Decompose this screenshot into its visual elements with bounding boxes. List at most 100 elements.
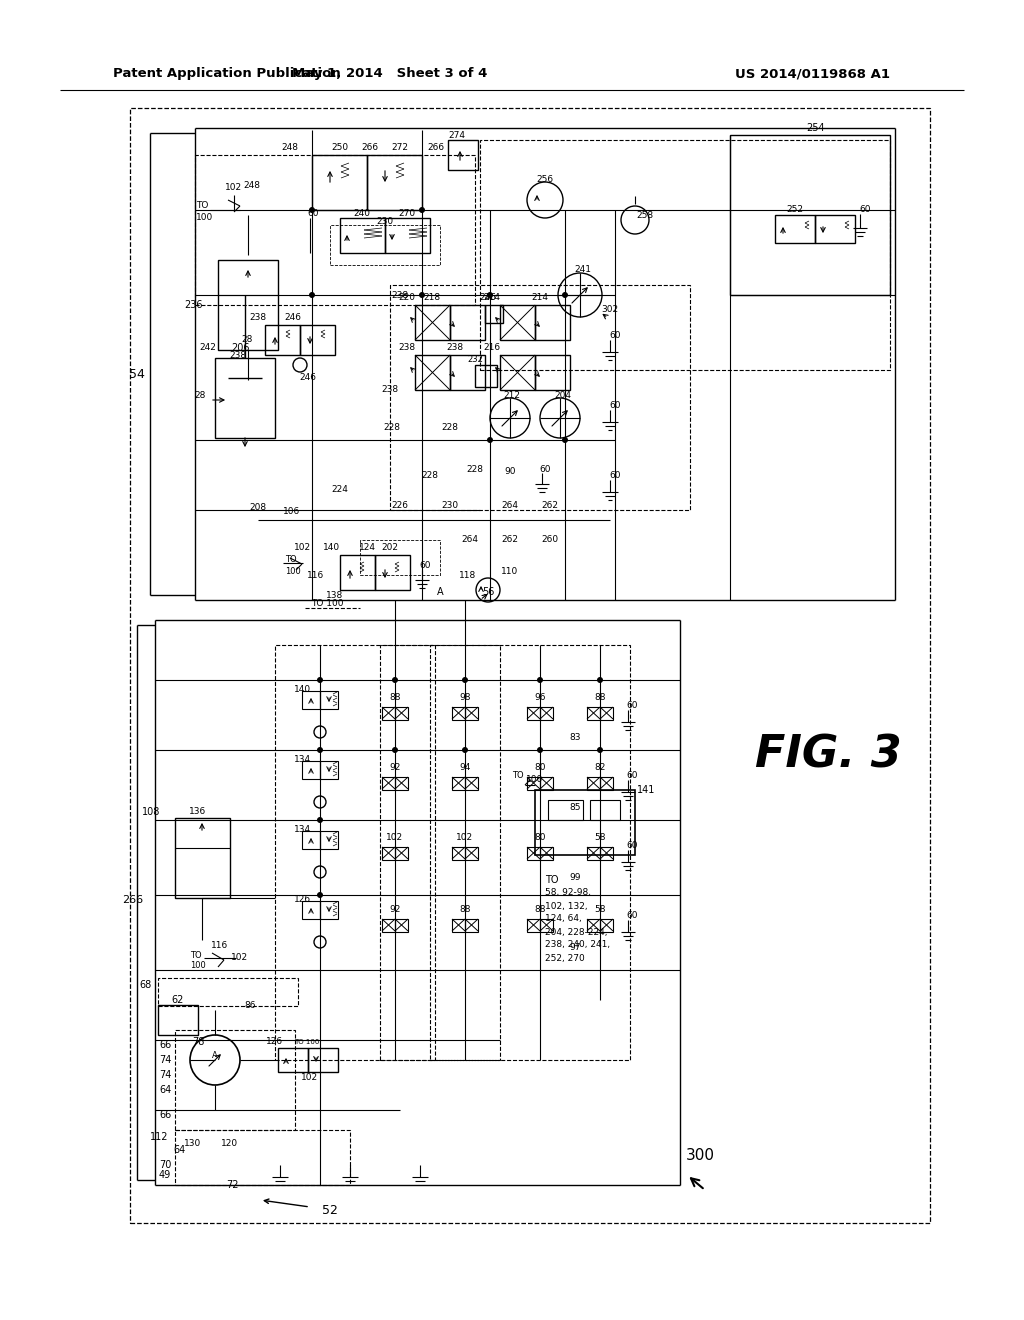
Text: 108: 108 <box>141 807 160 817</box>
Text: 214: 214 <box>483 293 501 302</box>
Text: A: A <box>436 587 443 597</box>
Text: 262: 262 <box>502 536 518 544</box>
Bar <box>535 305 570 341</box>
Text: May 1, 2014   Sheet 3 of 4: May 1, 2014 Sheet 3 of 4 <box>292 67 487 81</box>
Circle shape <box>309 292 315 298</box>
Bar <box>265 325 300 355</box>
Bar <box>340 218 385 253</box>
Bar <box>215 358 275 438</box>
Text: 226: 226 <box>391 500 409 510</box>
Text: 228: 228 <box>467 466 483 474</box>
Text: 138: 138 <box>327 590 344 599</box>
Text: 102, 132,: 102, 132, <box>545 902 588 911</box>
Circle shape <box>537 747 543 752</box>
Text: 58: 58 <box>594 833 606 842</box>
Text: 70: 70 <box>159 1160 171 1170</box>
Text: 58, 92-98,: 58, 92-98, <box>545 888 591 898</box>
Text: 60: 60 <box>627 841 638 850</box>
Text: 60: 60 <box>540 466 551 474</box>
Bar <box>587 847 600 861</box>
Text: 141: 141 <box>637 785 655 795</box>
Bar <box>587 708 600 719</box>
Bar <box>452 847 465 861</box>
Bar <box>527 708 540 719</box>
Text: 204, 228-224,: 204, 228-224, <box>545 928 607 936</box>
Bar <box>302 762 319 779</box>
Text: 228: 228 <box>384 424 400 433</box>
Bar <box>382 777 395 789</box>
Text: 97: 97 <box>569 944 581 953</box>
Text: 214: 214 <box>531 293 549 302</box>
Text: 242: 242 <box>200 343 216 352</box>
Text: 230: 230 <box>377 218 393 227</box>
Bar <box>319 762 338 779</box>
Bar <box>465 919 478 932</box>
Bar <box>302 902 319 919</box>
Bar <box>475 366 497 387</box>
Text: 212: 212 <box>504 392 520 400</box>
Text: 60: 60 <box>609 470 621 479</box>
Text: 140: 140 <box>295 685 311 694</box>
Bar <box>450 305 485 341</box>
Text: 62: 62 <box>172 995 184 1005</box>
Text: 28: 28 <box>195 391 206 400</box>
Circle shape <box>487 292 493 298</box>
Text: 96: 96 <box>535 693 546 702</box>
Text: 206: 206 <box>230 343 249 352</box>
Bar <box>175 818 230 898</box>
Text: 80: 80 <box>535 833 546 842</box>
Circle shape <box>537 677 543 682</box>
Bar <box>540 919 553 932</box>
Text: 74: 74 <box>159 1055 171 1065</box>
Text: TO 100: TO 100 <box>310 599 343 609</box>
Text: 118: 118 <box>460 570 476 579</box>
Bar <box>600 777 613 789</box>
Text: 88: 88 <box>459 906 471 915</box>
Bar <box>382 847 395 861</box>
Text: 100: 100 <box>526 776 544 784</box>
Bar <box>600 847 613 861</box>
Text: 102: 102 <box>225 183 243 193</box>
Text: 204: 204 <box>555 392 571 400</box>
Text: 100: 100 <box>196 213 213 222</box>
Text: 140: 140 <box>324 544 341 553</box>
Text: 68: 68 <box>139 979 152 990</box>
Bar <box>360 540 440 576</box>
Text: 274: 274 <box>449 132 466 140</box>
Text: 120: 120 <box>221 1138 239 1147</box>
Text: 260: 260 <box>542 536 558 544</box>
Text: FIG. 3: FIG. 3 <box>755 734 902 776</box>
Text: 241: 241 <box>574 265 592 275</box>
Text: Patent Application Publication: Patent Application Publication <box>113 67 341 81</box>
Circle shape <box>317 677 323 682</box>
Text: 74: 74 <box>159 1071 171 1080</box>
Bar <box>319 902 338 919</box>
Text: 92: 92 <box>389 763 400 772</box>
Bar <box>548 800 583 820</box>
Text: 246: 246 <box>479 293 497 302</box>
Text: 302: 302 <box>601 305 618 314</box>
Text: 98: 98 <box>459 693 471 702</box>
Circle shape <box>562 437 568 444</box>
Bar <box>815 215 855 243</box>
Text: 218: 218 <box>424 293 440 302</box>
Text: TO: TO <box>196 201 208 210</box>
Text: 266: 266 <box>361 143 379 152</box>
Bar <box>452 708 465 719</box>
Bar <box>730 135 890 294</box>
Text: 28: 28 <box>242 335 253 345</box>
Text: 134: 134 <box>295 825 311 834</box>
Text: 258: 258 <box>637 210 653 219</box>
Circle shape <box>562 292 568 298</box>
Bar <box>158 1005 198 1035</box>
Text: 266: 266 <box>123 895 143 906</box>
Bar <box>485 305 503 323</box>
Text: 92: 92 <box>389 906 400 915</box>
Text: 52: 52 <box>323 1204 338 1217</box>
Bar <box>385 218 430 253</box>
Text: 254: 254 <box>807 123 825 133</box>
Text: 58: 58 <box>594 906 606 915</box>
Bar <box>330 224 440 265</box>
Text: 72: 72 <box>225 1180 239 1191</box>
Text: 66: 66 <box>159 1110 171 1119</box>
